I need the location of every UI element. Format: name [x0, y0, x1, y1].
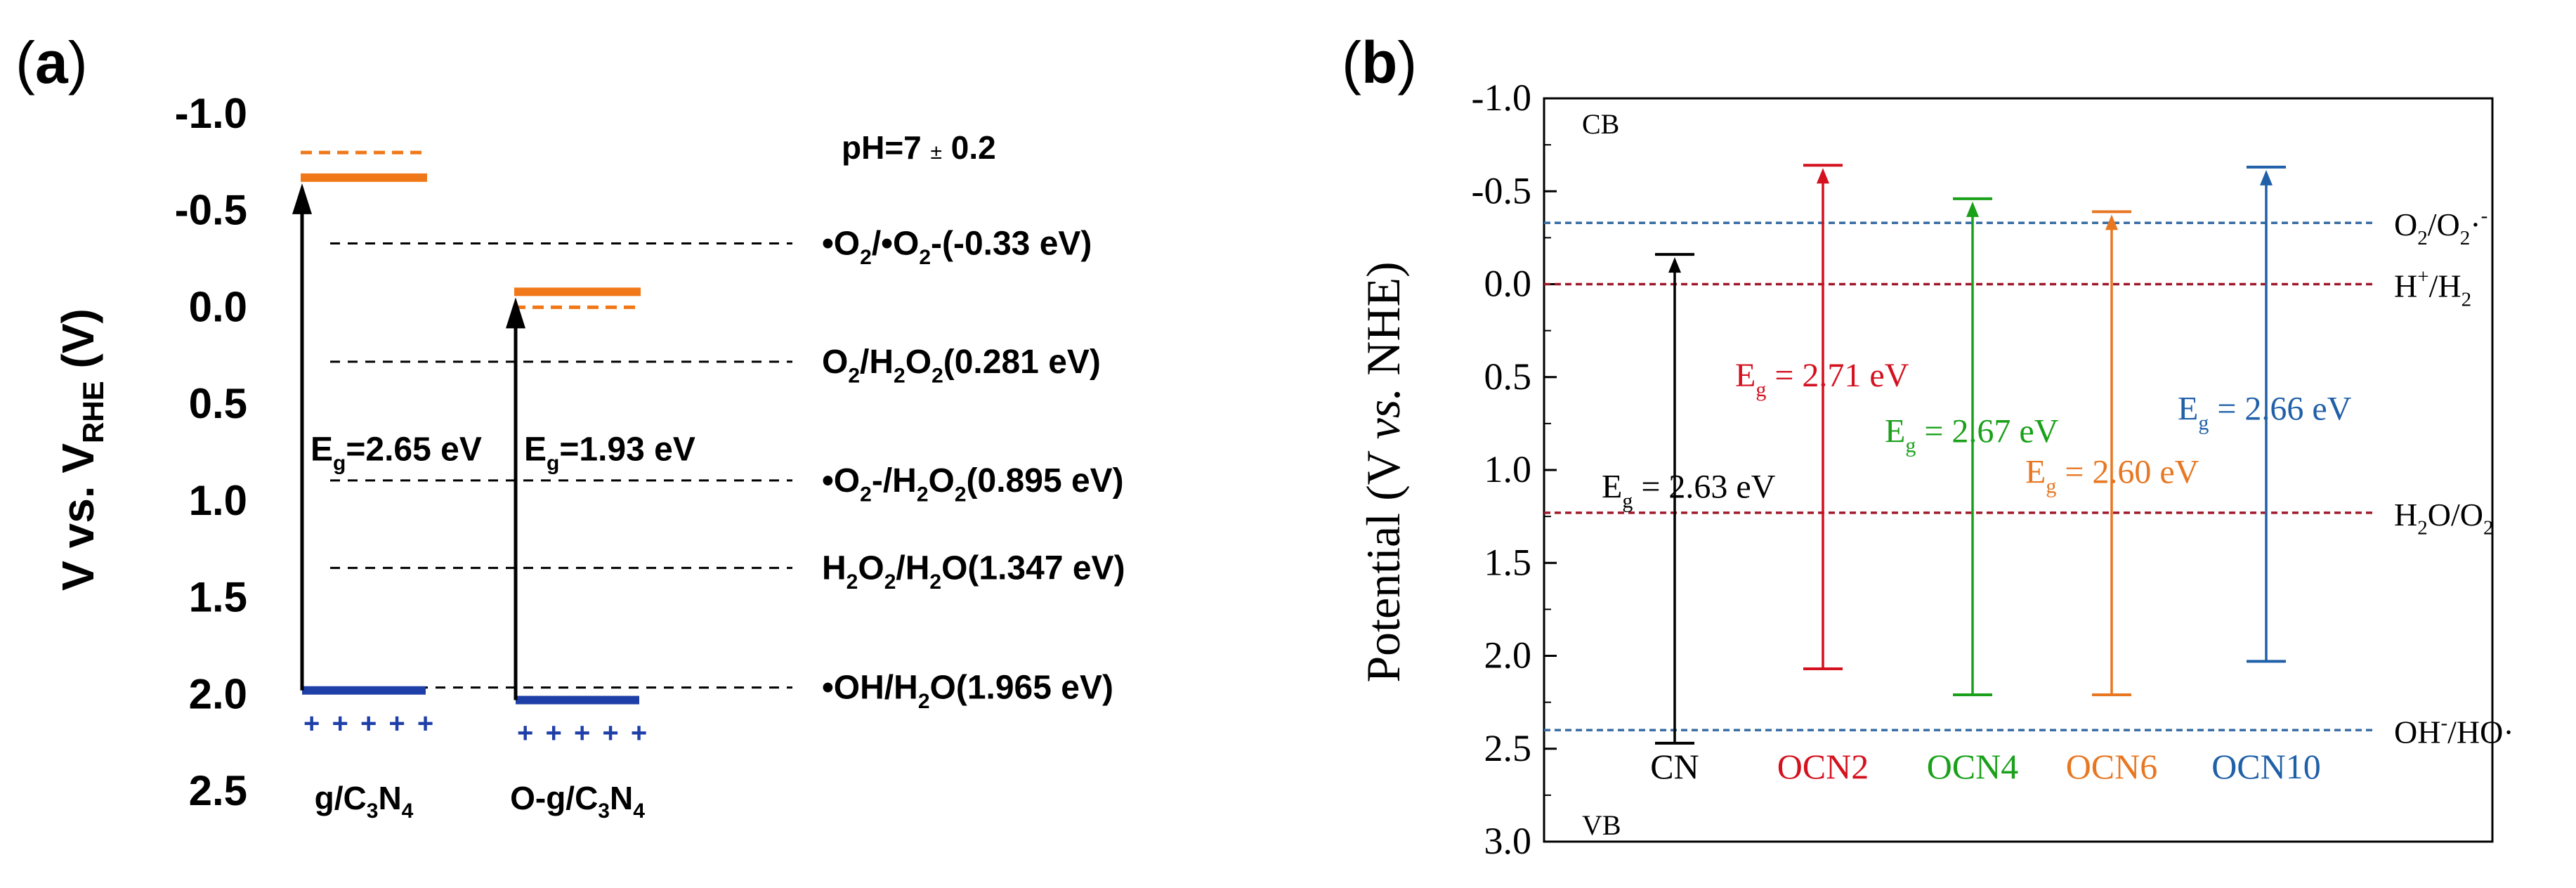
eg-label: Eg​=1.93 eV [524, 431, 695, 474]
material-name: CN [1650, 747, 1699, 786]
panel-b-ytick-3-0: 3.0 [1484, 820, 1532, 862]
panel-b-material-ocn6: Eg = 2.60 eV OCN6 [2025, 210, 2199, 786]
panel-b-ylabel: Potential (V vs. NHE) [1356, 261, 1410, 682]
panel-b-reference-levels: O2​/O2​·-​ H+​/H2​ H2​O/O2​ OH-​/HO· [1544, 204, 2514, 750]
panel-a-reference-levels: •O2​/•O2​-(-0.33 eV) O2​/H2​O2​(0.281 eV)… [330, 226, 1125, 713]
arrowhead-icon [1817, 168, 1829, 184]
panel-a-materials: Eg​=2.65 eV + + + + + g/C3N4 Eg​=1.93 eV + +… [292, 150, 695, 823]
holes-marker: + + + + + [303, 708, 436, 739]
panel-a-ref-label-4: •OH/H2​O(1.965 eV) [822, 670, 1113, 713]
panel-b: (b) Potential (V vs. NHE) CB VB -1.0 -0.5… [1342, 30, 2514, 862]
arrowhead-icon [1668, 257, 1681, 273]
material-name: OCN2 [1777, 747, 1869, 786]
panel-b-ref-label-3: OH-​/HO· [2394, 712, 2514, 750]
eg-label: Eg = 2.67 eV [1885, 412, 2059, 457]
holes-marker: + + + + + [517, 718, 649, 749]
panel-b-ytick-1-5: 1.5 [1484, 541, 1532, 583]
panel-a-ref-label-2: •O2​-/H2​O2​(0.895 eV) [822, 462, 1124, 506]
panel-a-ytick-0-0: 0.0 [189, 283, 247, 330]
panel-b-cb-label: CB [1582, 108, 1619, 140]
arrowhead-icon [506, 297, 525, 329]
panel-a-yticks: -1.0 -0.5 0.0 0.5 1.0 1.5 2.0 2.5 [175, 90, 247, 814]
panel-a-ytick-1-0: -1.0 [175, 90, 247, 137]
panel-b-material-ocn2: Eg = 2.71 eV OCN2 [1735, 164, 1909, 786]
panel-a-ylabel: V vs. VRHE (V) [53, 308, 110, 591]
panel-a-material-g-c3n4: Eg​=2.65 eV + + + + + g/C3N4 [292, 150, 482, 823]
panel-b-material-ocn4: Eg = 2.67 eV OCN4 [1885, 197, 2059, 786]
panel-b-ytick-1-0: -1.0 [1472, 77, 1531, 119]
arrowhead-icon [292, 183, 312, 214]
arrowhead-icon [2105, 214, 2118, 230]
eg-label: Eg = 2.71 eV [1735, 357, 1909, 401]
panel-b-materials: Eg = 2.63 eV CN Eg = 2.71 eV OCN2 Eg = 2.67 … [1602, 164, 2352, 786]
panel-a-ytick-2-0: 2.0 [189, 670, 247, 717]
panel-b-ytick-2-0: 2.0 [1484, 634, 1532, 677]
panel-b-ytick-1-0: 1.0 [1484, 448, 1532, 490]
eg-label: Eg​=2.65 eV [310, 431, 482, 474]
panel-b-ytick-0-0: 0.0 [1484, 263, 1532, 305]
panel-b-material-ocn10: Eg = 2.66 eV OCN10 [2178, 165, 2352, 786]
panel-b-material-cn: Eg = 2.63 eV CN [1602, 253, 1776, 786]
panel-a-ytick-1-5: 1.5 [189, 574, 247, 621]
panel-b-ytick-2-5: 2.5 [1484, 727, 1532, 769]
panel-b-ref-label-1: H+​/H2​ [2394, 266, 2471, 311]
arrowhead-icon [1966, 201, 1979, 217]
material-name: OCN6 [2066, 747, 2158, 786]
material-name: OCN10 [2211, 747, 2321, 786]
panel-a-ytick-0-5: -0.5 [175, 187, 247, 234]
eg-label: Eg = 2.66 eV [2178, 391, 2352, 435]
panel-a-ref-label-1: O2​/H2​O2​(0.281 eV) [822, 344, 1101, 387]
panel-b-ref-label-0: O2​/O2​·-​ [2394, 204, 2487, 249]
material-name: O-g/C3N4 [510, 780, 645, 823]
panel-a-ph-annotation: pH=7 ± 0.2 [842, 129, 996, 166]
panel-a-ytick-1-0: 1.0 [189, 477, 247, 524]
panel-a-ytick-2-5: 2.5 [189, 767, 247, 814]
panel-b-ref-label-2: H2​O/O2​ [2394, 497, 2493, 540]
panel-a-material-o-g-c3n4: Eg​=1.93 eV + + + + + O-g/C3N4 [506, 287, 695, 823]
panel-a-ref-label-3: H2​O2​/H2​O(1.347 eV) [822, 549, 1125, 593]
material-name: g/C3N4 [315, 780, 414, 823]
panel-b-ytick-0-5: -0.5 [1472, 169, 1531, 211]
panel-b-ytick-0-5: 0.5 [1484, 355, 1532, 398]
arrowhead-icon [2260, 169, 2273, 185]
panel-b-letter: (b) [1342, 30, 1417, 96]
panel-a-letter: (a) [15, 30, 88, 96]
panel-a-ytick-0-5: 0.5 [189, 380, 247, 427]
material-name: OCN4 [1927, 747, 2019, 786]
eg-label: Eg = 2.63 eV [1602, 469, 1776, 513]
panel-a-ref-label-0: •O2​/•O2​-(-0.33 eV) [822, 226, 1092, 269]
eg-label: Eg = 2.60 eV [2025, 454, 2199, 498]
panel-b-vb-label: VB [1582, 809, 1621, 841]
panel-a: (a) V vs. VRHE (V) pH=7 ± 0.2 -1.0 -0.5 0.… [15, 30, 1125, 823]
